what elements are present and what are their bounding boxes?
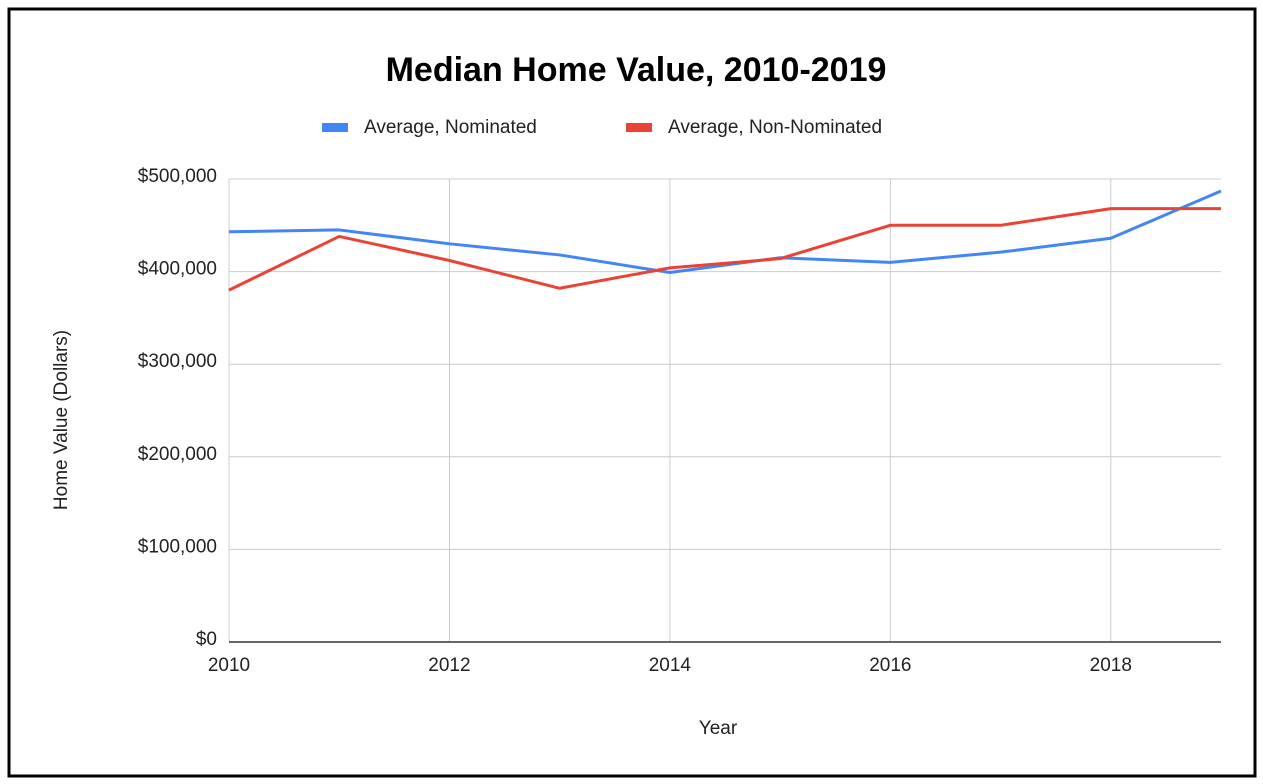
chart-title: Median Home Value, 2010-2019 [386,51,887,89]
y-tick-label: $400,000 [138,259,217,280]
y-tick-label: $200,000 [138,444,217,465]
y-axis-label: Home Value (Dollars) [51,330,72,510]
x-tick-label: 2016 [869,655,911,676]
y-tick-label: $300,000 [138,351,217,372]
series-line [228,189,1222,275]
x-tick-label: 2014 [649,655,692,676]
y-tick-label: $0 [196,629,217,650]
legend-swatch [322,123,348,132]
legend-swatch [626,123,652,132]
x-tick-label: 2012 [428,655,470,676]
frame [7,7,1257,778]
x-tick-label: 2010 [208,655,250,676]
y-tick-label: $500,000 [138,166,217,187]
x-axis-label: Year [699,718,738,739]
series-line [228,207,1221,292]
legend-label: Average, Non-Nominated [668,117,882,138]
y-tick-label: $100,000 [138,536,217,557]
x-tick-label: 2018 [1090,655,1132,676]
legend-label: Average, Nominated [364,117,537,138]
